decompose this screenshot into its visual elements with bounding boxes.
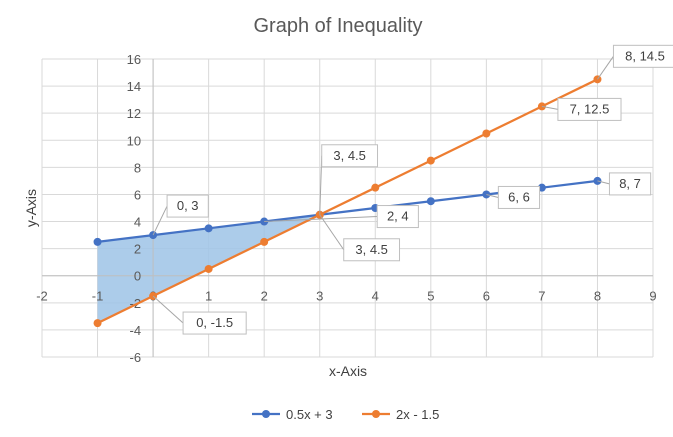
y-tick-label: 12: [127, 106, 141, 121]
y-tick-label: -6: [130, 350, 142, 365]
y-tick-label: 14: [127, 79, 141, 94]
legend-marker-0: [262, 410, 270, 418]
x-tick-label: 9: [649, 289, 656, 304]
data-label: 3, 4.5: [333, 148, 366, 163]
callout-box: [557, 97, 622, 121]
y-tick-labels: -6 -4 -2 0 2 4 6 8 10 12 14 16: [127, 52, 141, 365]
y-axis-label: y-Axis: [23, 189, 39, 227]
data-point: [204, 264, 213, 273]
callout-box: [608, 172, 652, 196]
callout-leader: [152, 205, 168, 236]
x-tick-label: 3: [316, 289, 323, 304]
x-tick-label: -2: [36, 289, 48, 304]
x-tick-label: 8: [594, 289, 601, 304]
data-label: 2, 4: [387, 209, 409, 224]
x-tick-label: -1: [92, 289, 104, 304]
axes: [42, 59, 653, 357]
callout-leader: [152, 295, 184, 324]
chart-title: Graph of Inequality: [254, 15, 423, 37]
data-point: [426, 156, 435, 165]
y-tick-label: -2: [130, 296, 142, 311]
data-label-callouts: 0, 3 2, 4 3, 4.5 6, 6 8, 7 0, -1.5 3, 4.5 7, 12…: [152, 44, 673, 335]
data-point: [93, 319, 102, 328]
x-tick-label: 5: [427, 289, 434, 304]
y-tick-label: 8: [134, 160, 141, 175]
callout-leader: [597, 56, 614, 80]
x-tick-label: 6: [483, 289, 490, 304]
data-point: [426, 197, 435, 206]
callout-box: [321, 144, 379, 168]
y-tick-label: -4: [130, 323, 142, 338]
x-axis-label: x-Axis: [329, 363, 367, 379]
data-point: [93, 237, 102, 246]
callout-box: [166, 194, 209, 218]
data-point: [371, 183, 380, 192]
legend-entry: 2x - 1.5: [396, 407, 439, 422]
x-tick-label: 4: [372, 289, 379, 304]
data-point: [482, 129, 491, 138]
data-label: 8, 7: [619, 176, 641, 191]
callout-box: [376, 205, 419, 229]
data-label: 0, 3: [177, 198, 199, 213]
y-tick-label: 0: [134, 269, 141, 284]
callout-leader: [264, 216, 378, 223]
data-label: 8, 14.5: [625, 48, 665, 63]
data-label: 3, 4.5: [355, 242, 388, 257]
data-label: 7, 12.5: [570, 101, 610, 116]
y-tick-label: 2: [134, 242, 141, 257]
callout-leader: [486, 193, 499, 198]
callout-box: [612, 44, 673, 68]
y-tick-label: 16: [127, 52, 141, 67]
callout-box: [182, 311, 247, 335]
x-tick-label: 7: [538, 289, 545, 304]
callout-box: [343, 238, 401, 262]
legend: 0.5x + 3 2x - 1.5: [252, 407, 439, 422]
legend-entry: 0.5x + 3: [286, 407, 333, 422]
callout-box: [497, 185, 541, 209]
x-tick-label: 2: [261, 289, 268, 304]
callout-leader: [541, 105, 559, 110]
data-point: [260, 237, 269, 246]
data-point: [204, 224, 213, 233]
x-tick-label: 1: [205, 289, 212, 304]
y-tick-label: 4: [134, 215, 141, 230]
data-label: 6, 6: [508, 189, 530, 204]
series-line-1: [97, 78, 598, 325]
legend-marker-1: [372, 410, 380, 418]
y-tick-label: 6: [134, 187, 141, 202]
callout-leader: [597, 180, 610, 185]
grid-lines: [41, 58, 654, 358]
data-label: 0, -1.5: [196, 315, 233, 330]
y-tick-label: 10: [127, 133, 141, 148]
callout-leader: [319, 214, 345, 251]
